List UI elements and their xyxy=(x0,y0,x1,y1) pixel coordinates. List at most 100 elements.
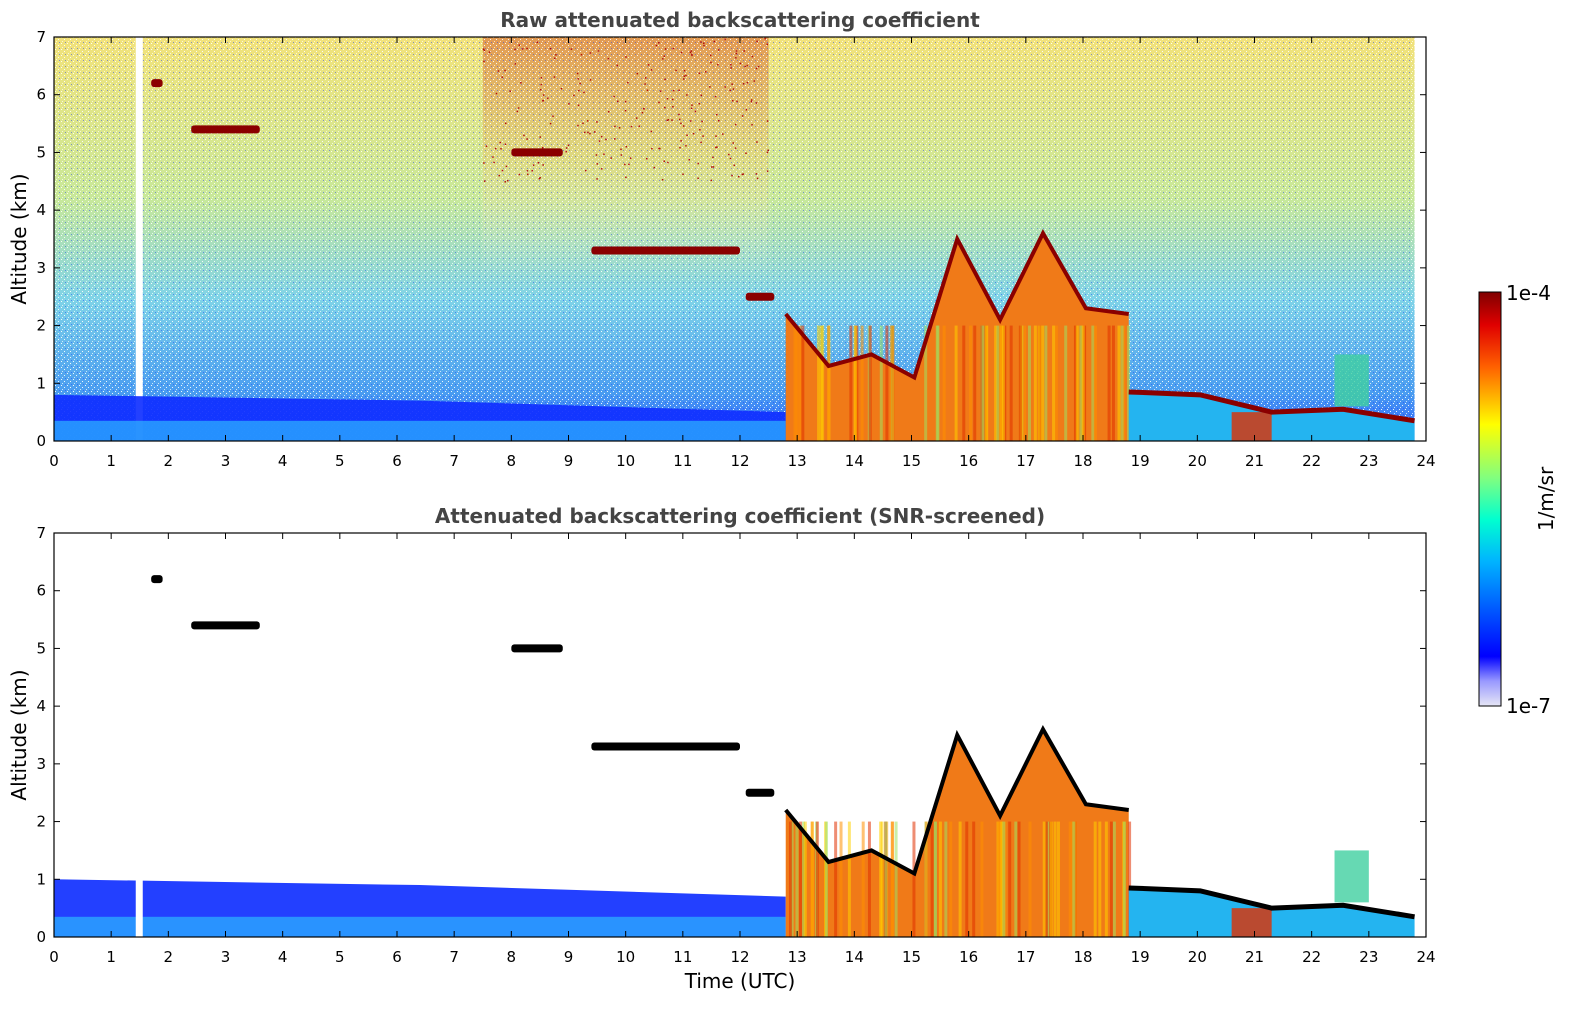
cloud-streak xyxy=(1042,821,1046,937)
noise-speck xyxy=(697,177,699,180)
aerosol-surface xyxy=(54,916,786,937)
y-tick-label: 0 xyxy=(36,432,46,450)
colorbar-min-label: 1e-7 xyxy=(1506,694,1551,718)
cloud-streak xyxy=(1079,325,1083,441)
cloud-streak xyxy=(912,821,916,937)
noise-speck xyxy=(540,83,543,86)
noise-speck xyxy=(692,132,695,135)
noise-speck xyxy=(607,111,610,113)
y-tick-label: 6 xyxy=(36,86,46,104)
noise-speck xyxy=(579,82,581,85)
noise-speck xyxy=(671,119,673,121)
noise-speck xyxy=(678,89,680,92)
x-tick-label: 10 xyxy=(616,452,635,470)
noise-speck xyxy=(493,161,495,164)
noise-speck xyxy=(751,124,753,126)
x-tick-label: 13 xyxy=(788,948,807,966)
noise-speck xyxy=(570,48,573,50)
x-tick-label: 1 xyxy=(106,452,116,470)
noise-speck xyxy=(729,89,731,92)
cloud-streak xyxy=(1107,325,1111,441)
x-tick-label: 5 xyxy=(335,948,345,966)
cloud-layer xyxy=(745,788,775,797)
raw-backscatter-panel: 0 1 2 3 4 5 6 7 8 9 10 11 12 13 14 15 16 17 18 19 20 21 22 23 24… xyxy=(7,8,1436,470)
noise-speck xyxy=(605,138,607,141)
noise-speck xyxy=(614,125,616,128)
noise-speck xyxy=(722,133,724,135)
noise-speck xyxy=(585,169,587,172)
cloud-streak xyxy=(1109,821,1113,937)
x-tick-label: 0 xyxy=(49,948,59,966)
noise-speck xyxy=(698,102,701,105)
noise-speck xyxy=(624,163,626,166)
noise-speck xyxy=(650,69,653,71)
noise-speck xyxy=(663,55,666,57)
raw-y-axis-label: Altitude (km) xyxy=(7,173,31,304)
cloud-streak xyxy=(1054,325,1058,441)
screened-x-ticks: 0 1 2 3 4 5 6 7 8 9 10 11 12 13 14 15 16 17 18 19 20 21 22 23 24 xyxy=(49,533,1436,966)
noise-speck xyxy=(644,83,646,85)
x-tick-label: 12 xyxy=(730,452,749,470)
noise-speck xyxy=(709,54,712,57)
boundary-plume xyxy=(1334,850,1369,903)
noise-speck xyxy=(488,51,491,53)
noise-speck xyxy=(629,157,632,159)
cloud-streak xyxy=(825,821,829,937)
x-tick-label: 15 xyxy=(902,452,921,470)
cloud-streak xyxy=(1027,325,1031,441)
x-tick-label: 18 xyxy=(1073,452,1092,470)
noise-speck xyxy=(589,132,591,135)
noise-speck xyxy=(683,75,686,77)
noise-speck xyxy=(560,87,563,90)
noise-speck xyxy=(690,107,693,110)
x-tick-label: 6 xyxy=(392,948,402,966)
noise-speck xyxy=(736,100,738,103)
noise-speck xyxy=(600,168,603,170)
x-tick-label: 5 xyxy=(335,452,345,470)
cloud-streak xyxy=(954,325,958,441)
cloud-streak xyxy=(1072,821,1076,937)
noise-speck xyxy=(610,157,612,159)
x-tick-label: 6 xyxy=(392,452,402,470)
y-tick-label: 4 xyxy=(36,697,46,715)
x-tick-label: 2 xyxy=(164,452,174,470)
x-tick-label: 9 xyxy=(564,452,574,470)
cloud-streak xyxy=(1028,821,1032,937)
cloud-streak xyxy=(1037,325,1041,441)
cloud-streak xyxy=(1122,821,1126,937)
cloud-streak xyxy=(1068,821,1072,937)
noise-speck xyxy=(542,100,544,102)
x-tick-label: 23 xyxy=(1359,948,1378,966)
noise-speck xyxy=(766,151,769,154)
noise-speck xyxy=(542,94,545,96)
raw-x-ticks: 0 1 2 3 4 5 6 7 8 9 10 11 12 13 14 15 16 17 18 19 20 21 22 23 24 xyxy=(49,37,1436,470)
noise-speck xyxy=(578,89,580,92)
cloud-streak xyxy=(996,325,1000,441)
cloud-streak xyxy=(801,325,805,441)
cloud-streak xyxy=(924,821,928,937)
noise-speck xyxy=(483,60,485,63)
noise-speck xyxy=(742,173,745,175)
colorbar-max-label: 1e-4 xyxy=(1506,281,1551,305)
noise-speck xyxy=(756,141,758,143)
noise-speck xyxy=(594,131,596,133)
raw-y-ticks: 0 1 2 3 4 5 6 7 xyxy=(36,28,1426,450)
noise-speck xyxy=(647,64,650,66)
noise-speck xyxy=(539,176,541,179)
noise-speck xyxy=(483,49,486,52)
noise-speck xyxy=(672,89,675,92)
noise-speck xyxy=(596,178,598,180)
noise-speck xyxy=(691,54,693,57)
cloud-streak xyxy=(1033,325,1037,441)
y-tick-label: 2 xyxy=(36,813,46,831)
x-tick-label: 11 xyxy=(673,948,692,966)
noise-speck xyxy=(731,83,733,85)
cloud-streak xyxy=(980,821,984,937)
data-gap xyxy=(135,879,143,937)
cloud-streak xyxy=(1046,821,1050,937)
cloud-streak xyxy=(1009,325,1013,441)
noise-speck xyxy=(644,77,647,79)
cloud-streak xyxy=(1064,325,1068,441)
noise-speck xyxy=(753,80,756,82)
